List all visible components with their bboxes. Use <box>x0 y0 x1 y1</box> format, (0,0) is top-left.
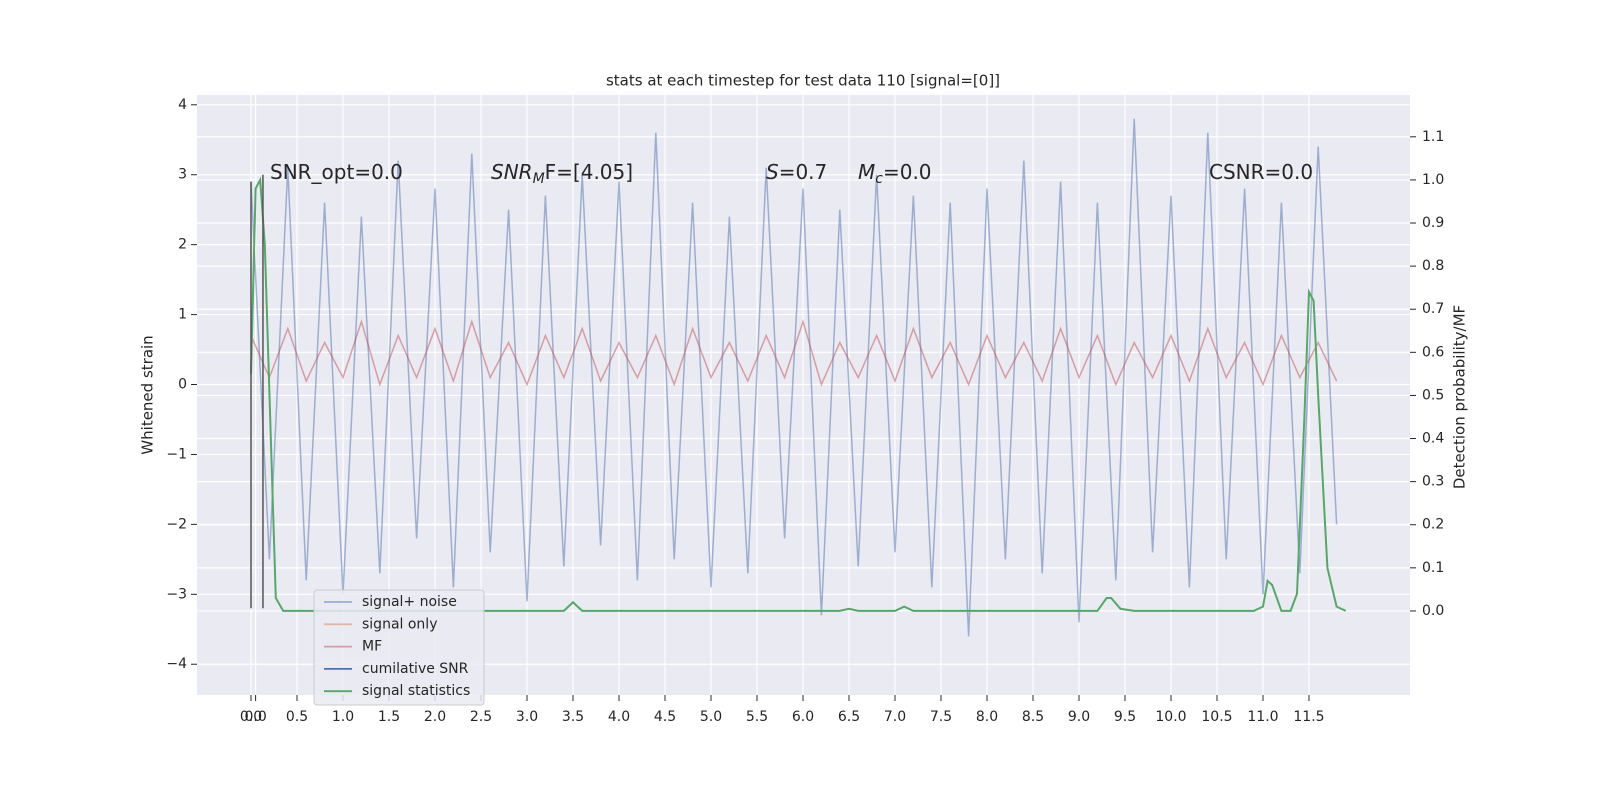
y-tick-label: 2 <box>178 237 187 253</box>
y2-tick-label: 0.1 <box>1422 560 1444 576</box>
legend-label: MF <box>362 639 382 655</box>
x-tick-label: 0.0 <box>244 709 266 725</box>
x-tick-label: 11.0 <box>1247 709 1278 725</box>
x-tick-label: 10.0 <box>1155 709 1186 725</box>
y2-tick-label: 1.1 <box>1422 129 1444 145</box>
annotation-sub: c <box>875 171 883 187</box>
annotation: SNRMF=[4.05] <box>491 160 633 188</box>
y-tick-label: 4 <box>178 97 187 113</box>
x-tick-label: 9.5 <box>1114 709 1136 725</box>
annotation-main: CSNR=0.0 <box>1209 160 1313 184</box>
legend-label: cumilative SNR <box>362 661 469 677</box>
annotation: Mc=0.0 <box>858 160 932 188</box>
x-tick-label: 8.5 <box>1022 709 1044 725</box>
series-line <box>250 319 1338 387</box>
x-tick-label: 3.5 <box>562 709 584 725</box>
annotation-main: SNR <box>491 160 533 184</box>
x-tick-label: 6.0 <box>792 709 814 725</box>
x-tick-label: 6.5 <box>838 709 860 725</box>
legend-label: signal+ noise <box>362 594 457 610</box>
y2-axis-label: Detection probability/MF <box>1451 305 1469 489</box>
y-axis-label: Whitened strain <box>139 335 157 454</box>
annotation-sub: M <box>533 171 545 187</box>
y-tick-label: −3 <box>166 586 187 602</box>
x-tick-label: 0.5 <box>286 709 308 725</box>
x-tick-label: 4.0 <box>608 709 630 725</box>
annotation: CSNR=0.0 <box>1209 160 1313 184</box>
x-tick-label: 2.0 <box>424 709 446 725</box>
y2-tick-label: 0.2 <box>1422 517 1444 533</box>
x-tick-label: 5.5 <box>746 709 768 725</box>
annotation-rest: F=[4.05] <box>545 160 633 184</box>
y2-tick-label: 0.3 <box>1422 474 1444 490</box>
chart-title: stats at each timestep for test data 110… <box>606 72 1000 90</box>
x-tick-label: 5.0 <box>700 709 722 725</box>
y2-tick-label: 0.8 <box>1422 258 1444 274</box>
x-tick-label: 8.0 <box>976 709 998 725</box>
x-tick-label: 9.0 <box>1068 709 1090 725</box>
y2-tick-label: 0.0 <box>1422 603 1444 619</box>
y2-tick-label: 0.6 <box>1422 344 1444 360</box>
x-tick-label: 11.5 <box>1293 709 1324 725</box>
x-tick-label: 0.0 <box>240 709 262 725</box>
annotation-main: M <box>858 160 875 184</box>
y-tick-label: 0 <box>178 377 187 393</box>
annotation: SNR_opt=0.0 <box>270 160 403 184</box>
y2-tick-label: 1.0 <box>1422 172 1444 188</box>
annotation: S=0.7 <box>766 160 827 184</box>
x-tick-label: 7.0 <box>884 709 906 725</box>
x-tick-label: 7.5 <box>930 709 952 725</box>
legend-box <box>313 589 485 706</box>
y2-tick-label: 0.5 <box>1422 387 1444 403</box>
x-tick-label: 3.0 <box>516 709 538 725</box>
annotation-rest: =0.7 <box>779 160 828 184</box>
y-tick-label: −4 <box>166 656 187 672</box>
y2-tick-label: 0.7 <box>1422 301 1444 317</box>
x-tick-label: 1.5 <box>378 709 400 725</box>
legend-label: signal only <box>362 616 437 632</box>
legend-label: signal statistics <box>362 683 470 699</box>
y-tick-label: −2 <box>166 516 187 532</box>
x-tick-label: 4.5 <box>654 709 676 725</box>
x-tick-label: 2.5 <box>470 709 492 725</box>
y-tick-label: −1 <box>166 446 187 462</box>
x-tick-label: 10.5 <box>1201 709 1232 725</box>
x-tick-label: 1.0 <box>332 709 354 725</box>
y-tick-label: 1 <box>178 307 187 323</box>
y2-tick-label: 0.9 <box>1422 215 1444 231</box>
series-line <box>250 118 1338 637</box>
y-tick-label: 3 <box>178 167 187 183</box>
annotation-main: SNR_opt=0.0 <box>270 160 403 184</box>
y2-tick-label: 0.4 <box>1422 431 1444 447</box>
annotation-rest: =0.0 <box>883 160 932 184</box>
annotation-main: S <box>766 160 779 184</box>
